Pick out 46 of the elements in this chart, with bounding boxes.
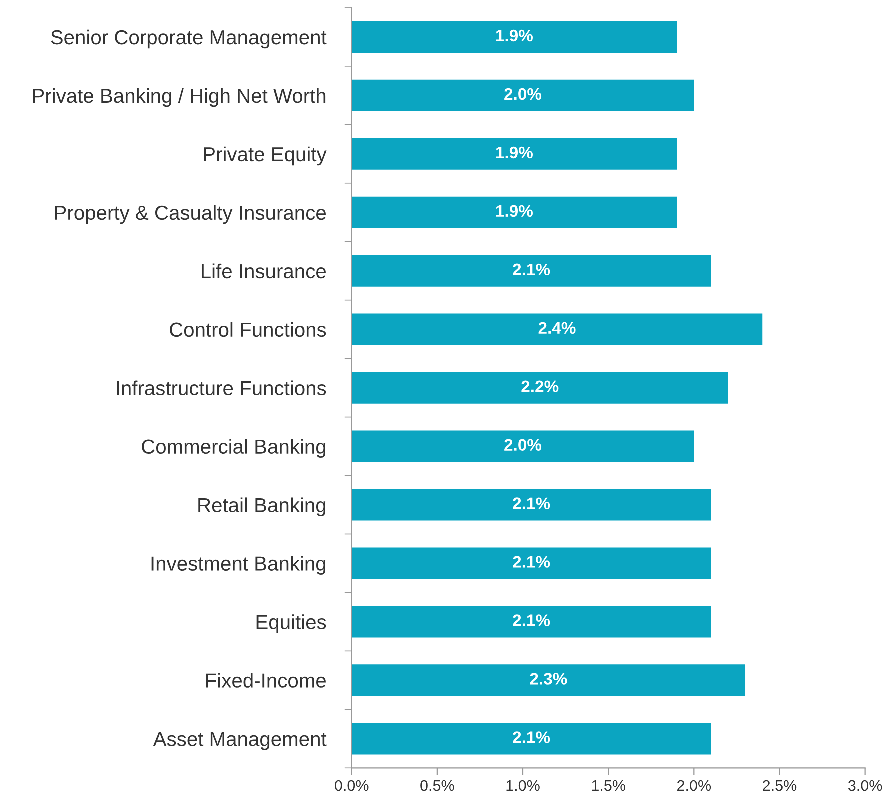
- data-label: 2.4%: [538, 322, 576, 334]
- bar: [352, 723, 712, 755]
- bar: [352, 138, 678, 170]
- x-tick-label: 0.0%: [335, 780, 369, 792]
- bar: [352, 80, 694, 112]
- y-tick-label: Equities: [256, 614, 326, 634]
- y-tick-label: Asset Management: [153, 732, 327, 750]
- x-tick-label: 0.5%: [420, 780, 454, 792]
- data-label: 1.9%: [496, 205, 533, 218]
- x-tick-label: 2.0%: [678, 780, 712, 792]
- x-tick-label: 1.5%: [592, 780, 626, 792]
- data-label: 2.1%: [513, 732, 550, 744]
- data-label: 2.1%: [513, 556, 550, 568]
- y-tick-label: Infrastructure Functions: [117, 380, 326, 396]
- bar: [352, 489, 712, 521]
- bar: [352, 196, 678, 228]
- bar: [352, 548, 712, 580]
- data-label: 1.9%: [496, 30, 533, 42]
- y-tick-label: Fixed-Income: [206, 673, 326, 688]
- bar: [352, 372, 728, 404]
- y-tick-label: Property & Casualty Insurance: [55, 205, 326, 224]
- y-tick-label: Investment Banking: [152, 556, 326, 575]
- bar: [352, 314, 763, 346]
- y-tick-label: Senior Corporate Management: [51, 30, 327, 49]
- bar: [352, 430, 694, 462]
- data-label: 2.3%: [530, 673, 568, 685]
- y-tick-label: Retail Banking: [198, 498, 326, 516]
- bar: [352, 606, 712, 638]
- data-label: 2.2%: [522, 380, 559, 392]
- bar: [352, 664, 746, 696]
- y-tick-label: Private Equity: [204, 146, 327, 166]
- data-label: 2.1%: [513, 264, 550, 276]
- data-label: 2.1%: [513, 498, 550, 510]
- x-tick-label: 3.0%: [848, 780, 882, 792]
- y-tick-label: Control Functions: [170, 322, 326, 338]
- data-label: 2.1%: [513, 614, 550, 626]
- y-tick-label: Private Banking / High Net Worth: [33, 88, 326, 108]
- y-tick-label: Life Insurance: [202, 264, 326, 279]
- data-label: 1.9%: [496, 146, 533, 159]
- data-label: 2.0%: [504, 439, 542, 451]
- bar: [352, 255, 712, 287]
- bar: [352, 21, 678, 53]
- y-tick-label: Commercial Banking: [142, 439, 326, 458]
- x-tick-label: 1.0%: [506, 780, 540, 792]
- x-tick-label: 2.5%: [763, 780, 797, 792]
- data-label: 2.0%: [504, 88, 542, 100]
